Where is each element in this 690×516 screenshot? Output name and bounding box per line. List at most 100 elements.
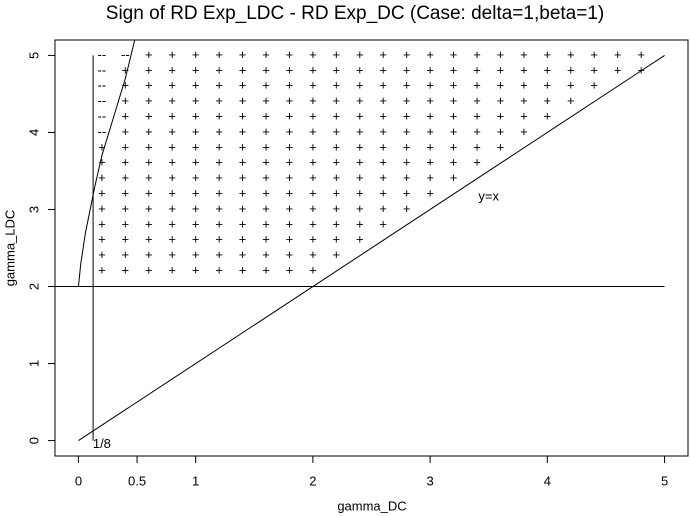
plus-symbol: + xyxy=(333,47,341,62)
plus-symbol: + xyxy=(215,170,223,185)
plus-symbol: + xyxy=(98,263,106,278)
plus-symbol: + xyxy=(333,93,341,108)
plus-symbol: + xyxy=(403,124,411,139)
plus-symbol: + xyxy=(239,155,247,170)
plus-symbol: + xyxy=(262,78,270,93)
plus-symbol: + xyxy=(122,232,130,247)
x-tick-label: 5 xyxy=(661,473,668,488)
plus-symbol: + xyxy=(309,186,317,201)
plus-symbol: + xyxy=(333,78,341,93)
plus-symbol: + xyxy=(426,170,434,185)
plus-symbol: + xyxy=(333,186,341,201)
y-tick-label: 3 xyxy=(26,206,41,213)
plus-symbol: + xyxy=(403,170,411,185)
y-tick-label: 0 xyxy=(26,437,41,444)
plus-symbol: + xyxy=(544,108,552,123)
plus-symbol: + xyxy=(262,155,270,170)
reference-line xyxy=(78,54,665,442)
plus-symbol: + xyxy=(145,216,153,231)
plus-symbol: + xyxy=(473,47,481,62)
plus-symbol: + xyxy=(98,139,106,154)
plus-symbol: + xyxy=(379,216,387,231)
plus-symbol: + xyxy=(309,247,317,262)
plus-symbol: + xyxy=(497,124,505,139)
plus-symbol: + xyxy=(262,263,270,278)
plus-symbol: + xyxy=(192,170,200,185)
plus-symbol: + xyxy=(239,108,247,123)
plus-symbol: + xyxy=(145,201,153,216)
plus-symbol: + xyxy=(590,78,598,93)
plus-symbol: + xyxy=(403,108,411,123)
plus-symbol: + xyxy=(239,247,247,262)
plus-symbol: + xyxy=(145,155,153,170)
plus-symbol: + xyxy=(286,108,294,123)
plus-symbol: + xyxy=(239,201,247,216)
plus-symbol: + xyxy=(309,108,317,123)
plus-symbol: + xyxy=(497,108,505,123)
plus-symbol: + xyxy=(450,78,458,93)
plus-symbol: + xyxy=(98,232,106,247)
plus-symbol: + xyxy=(192,186,200,201)
plus-symbol: + xyxy=(262,232,270,247)
plus-symbol: + xyxy=(286,155,294,170)
plus-symbol: + xyxy=(239,47,247,62)
plus-symbol: + xyxy=(192,155,200,170)
plus-symbol: + xyxy=(309,93,317,108)
plus-symbol: + xyxy=(403,93,411,108)
plus-symbol: + xyxy=(356,78,364,93)
plus-symbol: + xyxy=(145,124,153,139)
plus-symbol: + xyxy=(309,216,317,231)
plus-symbol: + xyxy=(403,139,411,154)
plus-symbol: + xyxy=(122,216,130,231)
plus-symbol: + xyxy=(262,108,270,123)
plus-symbol: + xyxy=(309,62,317,77)
plus-symbol: + xyxy=(215,201,223,216)
plus-symbol: + xyxy=(473,93,481,108)
plus-symbol: + xyxy=(286,201,294,216)
plus-symbol: + xyxy=(544,93,552,108)
plus-symbol: + xyxy=(239,78,247,93)
plus-symbol: + xyxy=(286,47,294,62)
plus-symbol: + xyxy=(403,78,411,93)
plus-symbol: + xyxy=(168,139,176,154)
plus-symbol: + xyxy=(145,78,153,93)
chart-title: Sign of RD Exp_LDC - RD Exp_DC (Case: de… xyxy=(106,3,604,24)
plus-symbol: + xyxy=(309,139,317,154)
plus-symbol: + xyxy=(215,47,223,62)
plus-symbol: + xyxy=(379,124,387,139)
plus-symbol: + xyxy=(333,247,341,262)
plus-symbol: + xyxy=(309,124,317,139)
plus-symbol: + xyxy=(356,216,364,231)
plus-symbol: + xyxy=(122,62,130,77)
plus-symbol: + xyxy=(215,62,223,77)
plus-symbol: + xyxy=(192,263,200,278)
plus-symbol: + xyxy=(473,62,481,77)
plus-symbol: + xyxy=(192,47,200,62)
plus-symbol: + xyxy=(215,78,223,93)
plus-symbol: + xyxy=(520,78,528,93)
plus-symbol: + xyxy=(333,124,341,139)
plus-symbol: + xyxy=(379,47,387,62)
reference-line xyxy=(77,39,136,287)
plus-symbol: + xyxy=(379,78,387,93)
plus-symbol: + xyxy=(520,62,528,77)
plus-symbol: + xyxy=(286,263,294,278)
plus-symbol: + xyxy=(333,139,341,154)
plus-symbol: + xyxy=(262,93,270,108)
plus-symbol: + xyxy=(262,170,270,185)
plus-symbol: + xyxy=(168,186,176,201)
plus-symbol: + xyxy=(544,47,552,62)
plus-symbol: + xyxy=(637,62,645,77)
plus-symbol: + xyxy=(567,62,575,77)
plus-symbol: + xyxy=(122,170,130,185)
plus-symbol: + xyxy=(403,186,411,201)
plus-symbol: + xyxy=(239,263,247,278)
plus-symbol: + xyxy=(497,62,505,77)
plus-symbol: + xyxy=(239,124,247,139)
plus-symbol: + xyxy=(426,62,434,77)
plus-symbol: + xyxy=(98,170,106,185)
plus-symbol: + xyxy=(333,62,341,77)
plus-symbol: + xyxy=(520,124,528,139)
plus-symbol: + xyxy=(286,186,294,201)
plus-symbol: + xyxy=(192,93,200,108)
